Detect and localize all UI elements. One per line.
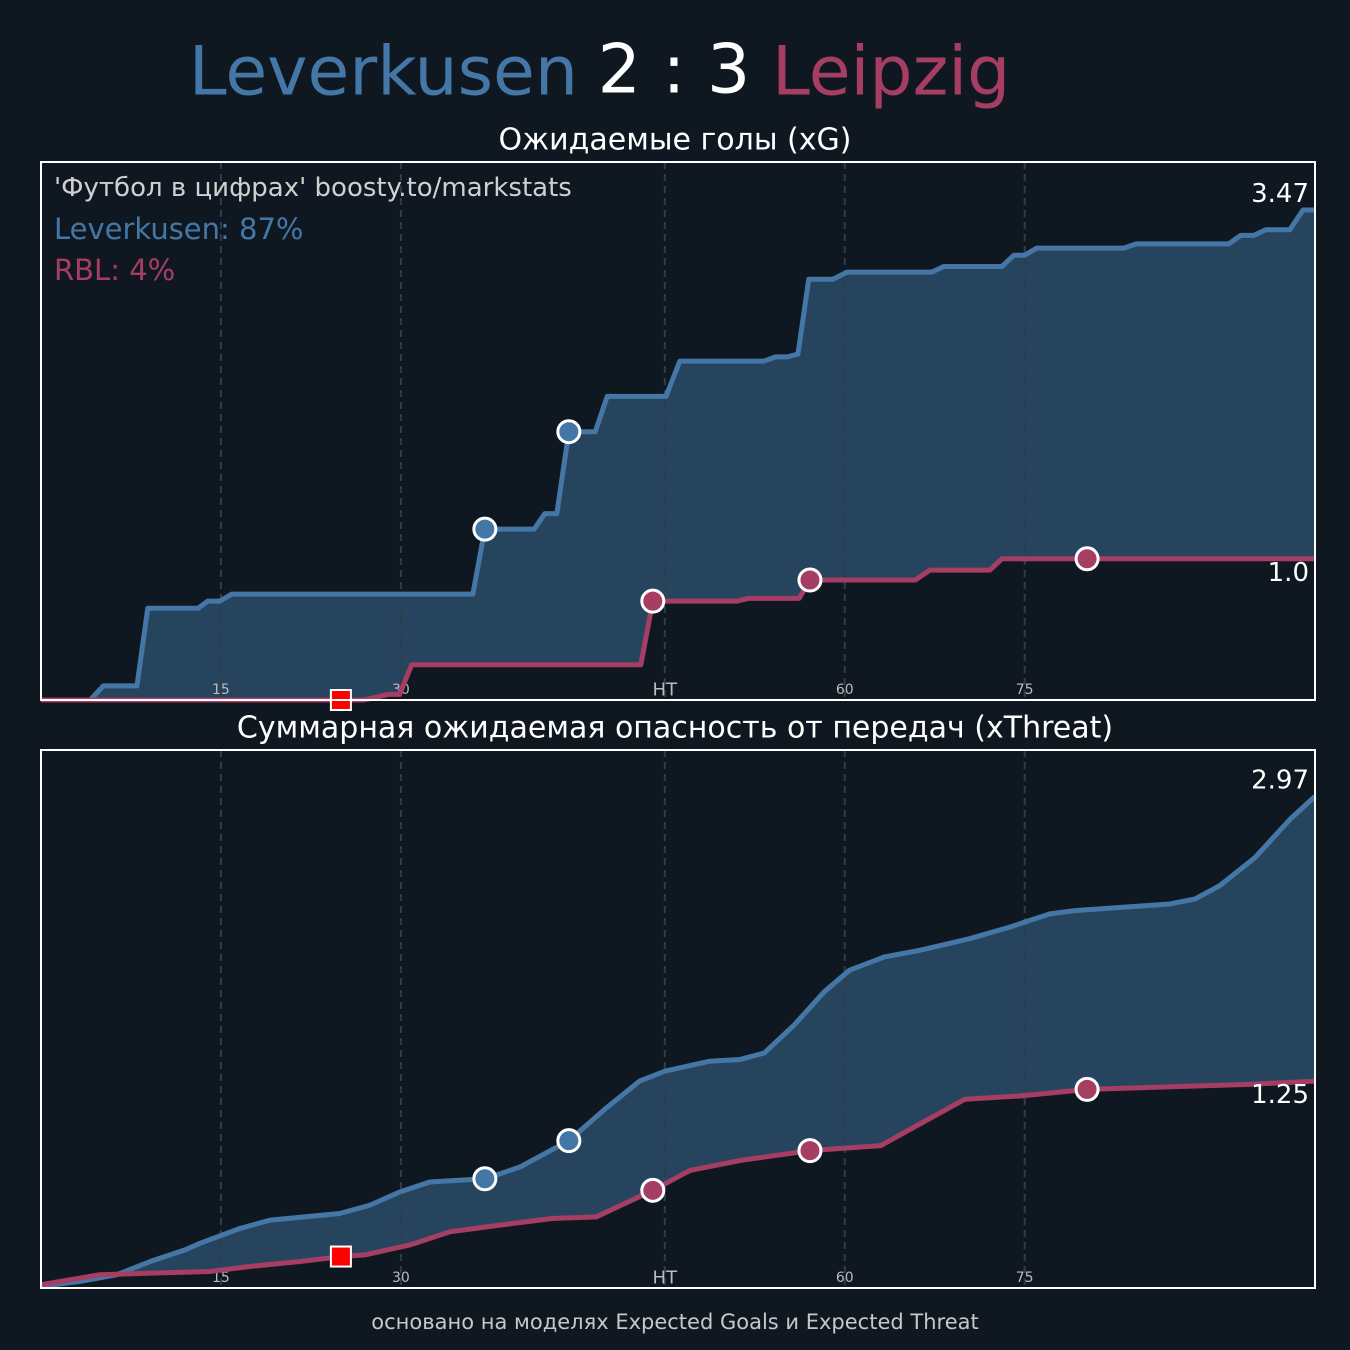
series-line	[41, 556, 1315, 703]
plot-frame	[40, 161, 1316, 701]
gap-area	[41, 210, 1315, 700]
footer: основано на моделях Expected Goals и Exp…	[371, 1310, 978, 1334]
goal-marker	[797, 1138, 823, 1164]
home-team: Leverkusen	[189, 33, 578, 112]
goal-marker	[1074, 1076, 1100, 1102]
chart-title: Ожидаемые голы (xG)	[499, 123, 852, 158]
goal-marker	[640, 588, 666, 614]
annotation: 'Футбол в цифрах' boosty.to/markstats	[54, 173, 572, 203]
x-tick-label: 30	[392, 1270, 410, 1286]
annotation: RBL: 4%	[54, 253, 175, 287]
x-tick-label: 15	[212, 682, 230, 698]
x-tick-label: 60	[836, 682, 854, 698]
away-team: Leipzig	[772, 33, 1010, 112]
x-tick-label: 75	[1016, 1270, 1034, 1286]
goal-marker	[472, 1166, 498, 1192]
goal-marker	[1074, 546, 1100, 572]
end-value-label: 2.97	[1251, 765, 1309, 795]
goal-marker	[797, 567, 823, 593]
goal-marker	[472, 516, 498, 542]
annotation: Leverkusen: 87%	[54, 212, 303, 246]
end-value-label: 1.0	[1268, 558, 1309, 588]
x-tick-label: 60	[836, 1270, 854, 1286]
x-tick-label: 75	[1016, 682, 1034, 698]
series-line	[40, 794, 1317, 1289]
chart-title: Суммарная ожидаемая опасность от передач…	[237, 711, 1113, 746]
series-line	[40, 1078, 1316, 1288]
goal-marker	[556, 1128, 582, 1154]
goal-marker	[640, 1177, 666, 1203]
goal-marker	[556, 419, 582, 445]
end-value-label: 1.25	[1251, 1080, 1309, 1110]
plot-frame	[40, 749, 1316, 1289]
score: 2 : 3	[598, 31, 751, 110]
gap-area	[41, 796, 1315, 1287]
x-tick-label: HT	[653, 680, 679, 701]
x-tick-label: HT	[653, 1268, 679, 1289]
end-value-label: 3.47	[1251, 179, 1309, 209]
x-tick-label: 15	[212, 1270, 230, 1286]
red-card	[329, 1245, 352, 1268]
series-line	[41, 207, 1315, 703]
